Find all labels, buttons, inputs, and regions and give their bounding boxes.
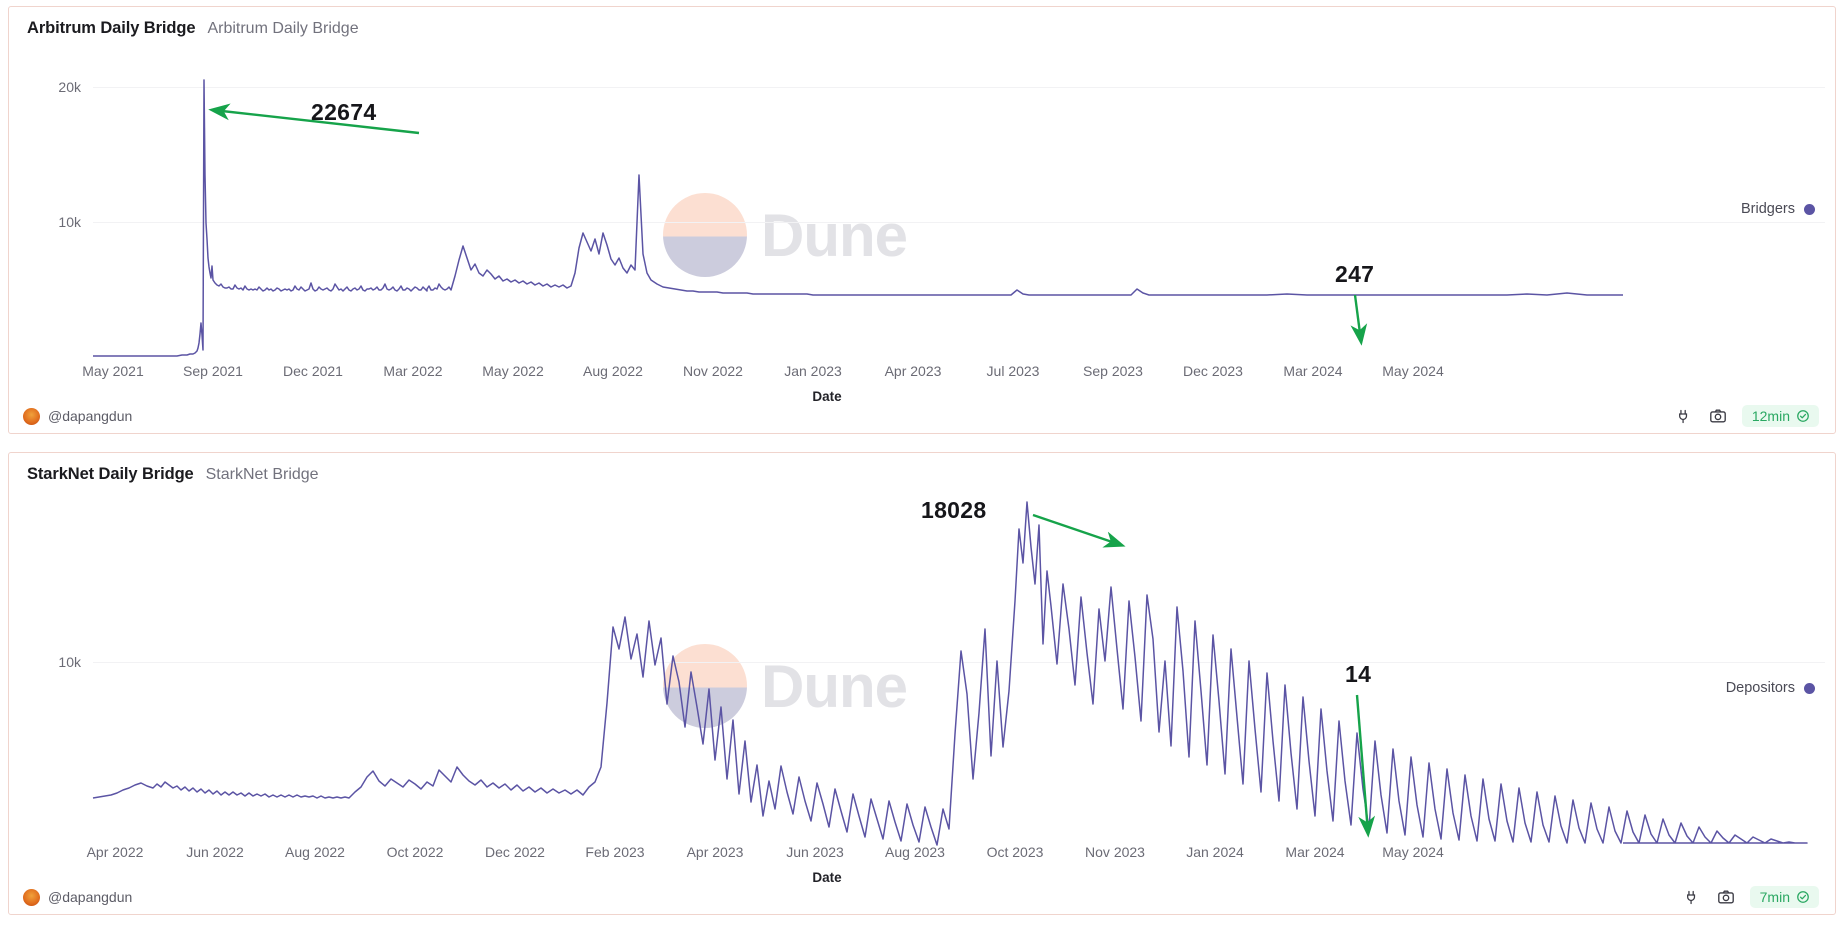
chart-panel-arbitrum: Arbitrum Daily Bridge Arbitrum Daily Bri…	[8, 6, 1836, 434]
annotation-last-label: 14	[1345, 661, 1372, 687]
x-axis-title: Date	[812, 870, 842, 885]
x-axis-starknet: Apr 2022 Jun 2022 Aug 2022 Oct 2022 Dec …	[27, 844, 1825, 866]
camera-icon[interactable]	[1716, 887, 1736, 907]
x-tick: Nov 2022	[683, 363, 743, 379]
x-tick: Jun 2023	[786, 844, 844, 860]
x-tick: Sep 2021	[183, 363, 243, 379]
x-tick: Aug 2022	[583, 363, 643, 379]
x-axis-arbitrum: May 2021 Sep 2021 Dec 2021 Mar 2022 May …	[27, 363, 1825, 385]
x-tick: May 2024	[1382, 363, 1444, 379]
series-line-bridgers	[93, 79, 1623, 357]
x-tick: Jan 2024	[1186, 844, 1244, 860]
chart-panel-starknet: StarkNet Daily Bridge StarkNet Bridge Du…	[8, 452, 1836, 915]
gridline-10k	[93, 222, 1825, 223]
panel-footer: @dapangdun	[9, 880, 1835, 914]
panel-header: Arbitrum Daily Bridge Arbitrum Daily Bri…	[9, 7, 1835, 43]
x-tick: Aug 2022	[285, 844, 345, 860]
panel-footer: @dapangdun	[9, 399, 1835, 433]
series-line-depositors	[92, 501, 1808, 846]
author-handle: @dapangdun	[48, 408, 133, 424]
author-handle: @dapangdun	[48, 889, 133, 905]
legend-color-dot	[1804, 682, 1815, 694]
x-tick: Dec 2021	[283, 363, 343, 379]
runtime-badge: 12min	[1741, 405, 1819, 427]
x-axis-title: Date	[812, 389, 842, 404]
x-tick: Nov 2023	[1085, 844, 1145, 860]
x-tick: Mar 2024	[1285, 844, 1345, 860]
runtime-badge: 7min	[1749, 886, 1819, 908]
avatar	[23, 407, 40, 425]
legend-label: Depositors	[1725, 680, 1795, 696]
plug-icon[interactable]	[1674, 406, 1694, 426]
check-circle-icon	[1797, 410, 1809, 422]
gridline-20k	[93, 87, 1825, 88]
plot-area-arbitrum: Dune 20k 10k 22674	[27, 43, 1825, 363]
x-tick: May 2021	[82, 363, 144, 379]
plug-icon[interactable]	[1682, 887, 1702, 907]
x-tick: Aug 2023	[885, 844, 945, 860]
author-tag[interactable]: @dapangdun	[23, 407, 133, 425]
y-tick-10k: 10k	[58, 654, 81, 670]
annotation-peak-label: 22674	[311, 99, 377, 125]
legend-color-dot	[1804, 203, 1815, 215]
legend-label: Bridgers	[1741, 201, 1795, 217]
x-tick: May 2024	[1382, 844, 1444, 860]
x-tick: Jan 2023	[784, 363, 842, 379]
footer-actions: 7min	[1682, 886, 1819, 908]
author-tag[interactable]: @dapangdun	[23, 888, 133, 906]
x-tick: Mar 2022	[383, 363, 443, 379]
panel-header: StarkNet Daily Bridge StarkNet Bridge	[9, 453, 1835, 489]
panel-subtitle: Arbitrum Daily Bridge	[207, 20, 359, 37]
legend-depositors[interactable]: Depositors	[1726, 680, 1815, 696]
page-title: StarkNet Daily Bridge	[27, 465, 194, 483]
legend-bridgers[interactable]: Bridgers	[1741, 201, 1815, 217]
camera-icon[interactable]	[1708, 406, 1728, 426]
x-tick: Mar 2024	[1283, 363, 1343, 379]
x-tick: Dec 2022	[485, 844, 545, 860]
y-tick-10k: 10k	[58, 214, 81, 230]
avatar	[23, 888, 40, 906]
x-tick: May 2022	[482, 363, 544, 379]
annotation-last-label: 247	[1335, 261, 1375, 287]
x-tick: Apr 2023	[686, 844, 744, 860]
gridline-10k	[93, 662, 1825, 663]
plot-area-starknet: Dune 10k 18028 14	[27, 489, 1825, 846]
x-tick: Sep 2023	[1083, 363, 1143, 379]
runtime-value: 7min	[1759, 889, 1790, 905]
check-circle-icon	[1797, 891, 1809, 903]
x-tick: Feb 2023	[585, 844, 645, 860]
footer-actions: 12min	[1674, 405, 1819, 427]
panel-subtitle: StarkNet Bridge	[205, 466, 319, 483]
page-title: Arbitrum Daily Bridge	[27, 19, 196, 37]
runtime-value: 12min	[1751, 408, 1790, 424]
x-tick: Jul 2023	[986, 363, 1040, 379]
x-tick: Oct 2022	[386, 844, 444, 860]
x-tick: Jun 2022	[186, 844, 244, 860]
y-tick-20k: 20k	[58, 79, 81, 95]
annotation-peak-label: 18028	[921, 497, 987, 523]
x-tick: Apr 2022	[86, 844, 144, 860]
x-tick: Oct 2023	[986, 844, 1044, 860]
x-tick: Apr 2023	[884, 363, 942, 379]
x-tick: Dec 2023	[1183, 363, 1243, 379]
